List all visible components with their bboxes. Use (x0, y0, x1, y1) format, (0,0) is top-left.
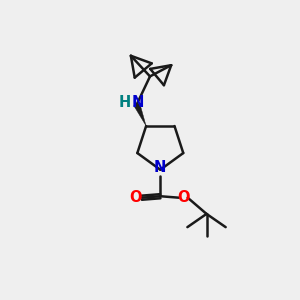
Text: H: H (118, 95, 130, 110)
Polygon shape (134, 103, 146, 126)
Text: N: N (154, 160, 167, 175)
Text: O: O (130, 190, 142, 205)
Text: O: O (178, 190, 190, 205)
Text: N: N (131, 95, 143, 110)
